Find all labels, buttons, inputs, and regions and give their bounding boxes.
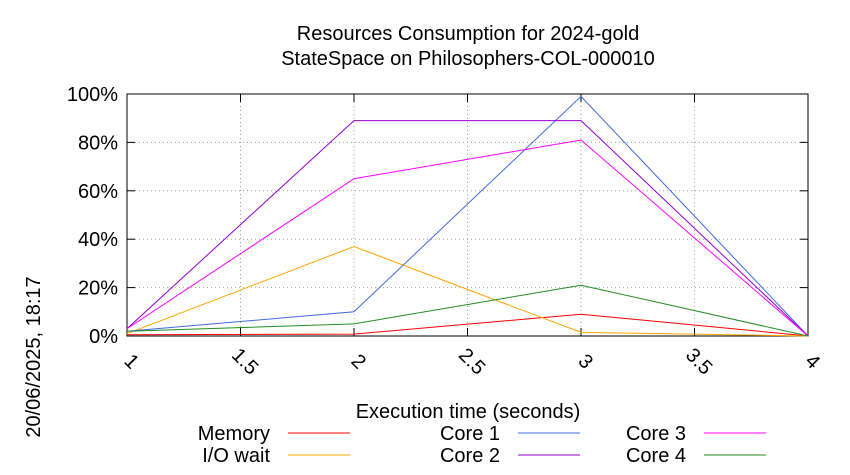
y-tick-label: 40%	[78, 229, 118, 251]
legend-label-core-4: Core 4	[626, 445, 686, 467]
series-line-core-3	[126, 139, 809, 337]
x-tick-label: 1	[120, 350, 143, 373]
series-line-core-2	[126, 120, 809, 337]
x-tick-label: 3	[574, 350, 597, 373]
x-tick-label: 4	[801, 350, 824, 373]
x-tick-label: 3.5	[681, 344, 716, 379]
legend-label-i-o-wait: I/O wait	[202, 445, 270, 467]
series-lines	[126, 95, 809, 337]
legend-label-core-1: Core 1	[440, 423, 500, 445]
legend-label-memory: Memory	[198, 423, 270, 445]
legend-label-core-2: Core 2	[440, 445, 500, 467]
x-axis-label: Execution time (seconds)	[356, 401, 581, 423]
y-tick-label: 0%	[89, 326, 118, 348]
legend-label-core-3: Core 3	[626, 423, 686, 445]
series-line-core-4	[126, 284, 809, 337]
x-tick-label: 1.5	[227, 344, 262, 379]
y-axis-ticks: 0% 20% 40% 60% 80% 100%	[67, 84, 808, 348]
grid-lines	[127, 94, 808, 336]
y-tick-label: 80%	[78, 132, 118, 154]
x-tick-label: 2.5	[454, 344, 489, 379]
y-tick-label: 60%	[78, 181, 118, 203]
chart-title-line-1: Resources Consumption for 2024-gold	[297, 23, 639, 45]
series-line-core-1	[126, 95, 809, 337]
y-tick-label: 100%	[67, 84, 118, 106]
y-tick-label: 20%	[78, 278, 118, 300]
x-tick-label: 2	[347, 350, 370, 373]
x-axis-ticks: 1 1.5 2 2.5 3 3.5 4	[120, 94, 824, 379]
series-line-memory	[126, 313, 809, 337]
chart-title-line-2: StateSpace on Philosophers-COL-000010	[281, 48, 655, 70]
series-line-i-o-wait	[126, 245, 809, 337]
timestamp-label: 20/06/2025, 18:17	[23, 276, 45, 437]
